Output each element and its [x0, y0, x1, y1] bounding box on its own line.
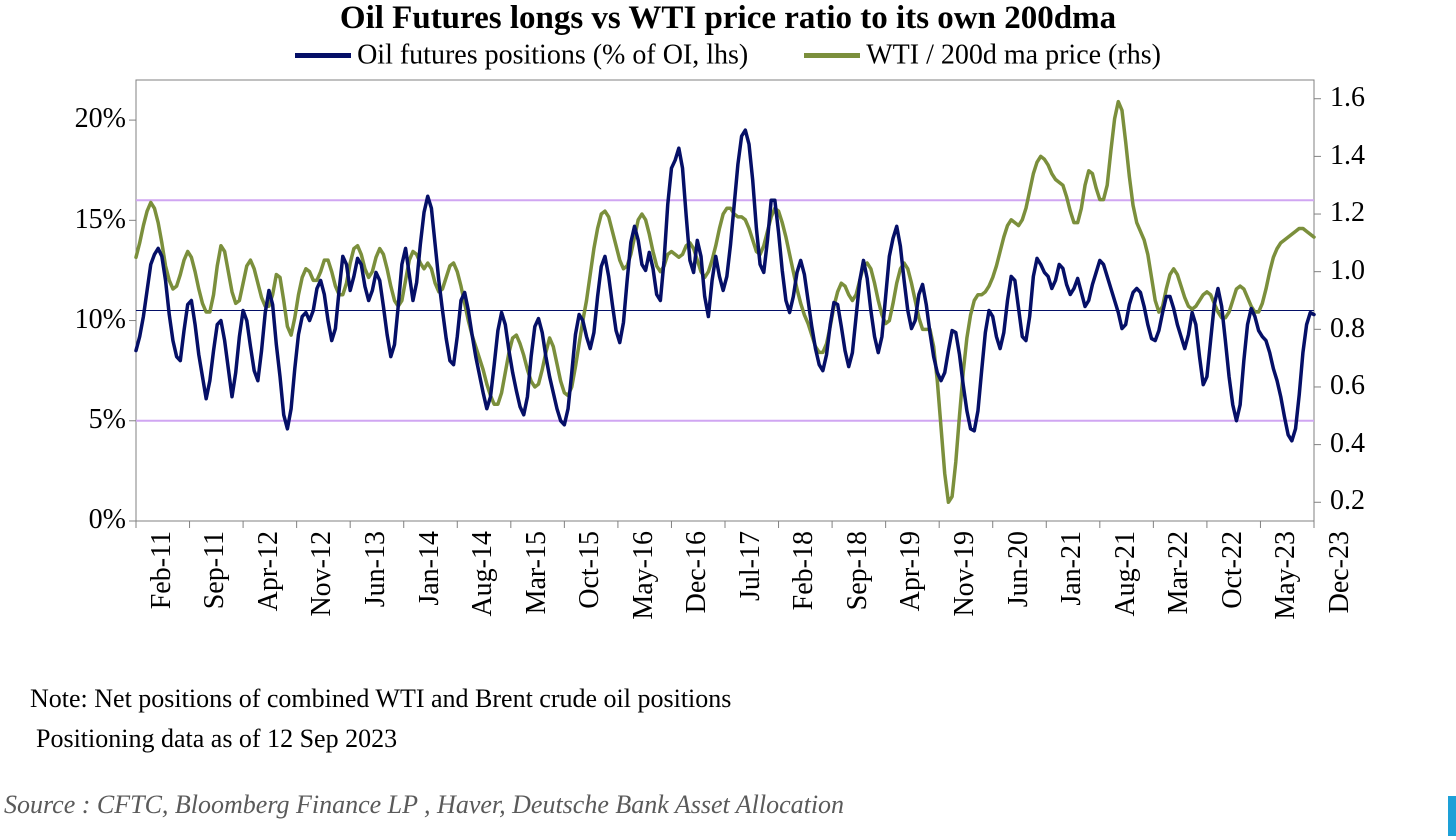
footnote-0: Note: Net positions of combined WTI and …: [30, 684, 731, 714]
x-tick: Jul-17: [735, 531, 767, 671]
x-tick: Apr-12: [253, 531, 285, 671]
x-tick: Aug-14: [467, 531, 499, 671]
y-right-tick: 1.4: [1330, 140, 1365, 172]
chart-title: Oil Futures longs vs WTI price ratio to …: [0, 0, 1456, 37]
y-right-tick: 0.6: [1330, 370, 1365, 402]
x-tick: Jan-21: [1056, 531, 1088, 671]
legend-swatch-0: [295, 53, 351, 58]
y-left-tick: 15%: [46, 204, 126, 236]
x-tick: Apr-19: [895, 531, 927, 671]
x-tick: Jun-20: [1003, 531, 1035, 671]
x-tick: Sep-11: [199, 531, 231, 671]
y-right-tick: 1.6: [1330, 82, 1365, 114]
y-right-tick: 0.4: [1330, 428, 1365, 460]
x-tick: Nov-12: [306, 531, 338, 671]
x-tick: Feb-11: [146, 531, 178, 671]
x-tick: May-16: [628, 531, 660, 671]
y-left-tick: 20%: [46, 103, 126, 135]
x-tick: Jun-13: [360, 531, 392, 671]
x-tick: Dec-23: [1324, 531, 1356, 671]
x-tick: Mar-15: [521, 531, 553, 671]
plot-area: [116, 60, 1334, 541]
corner-marker: [1448, 796, 1456, 836]
x-tick: Sep-18: [842, 531, 874, 671]
x-tick: Mar-22: [1163, 531, 1195, 671]
x-tick: Dec-16: [681, 531, 713, 671]
y-right-tick: 1.0: [1330, 255, 1365, 287]
y-right-tick: 0.8: [1330, 313, 1365, 345]
y-left-tick: 10%: [46, 304, 126, 336]
footnote-1: Positioning data as of 12 Sep 2023: [36, 724, 397, 754]
source-line: Source : CFTC, Bloomberg Finance LP , Ha…: [4, 790, 844, 820]
x-tick: Jan-14: [414, 531, 446, 671]
y-left-tick: 0%: [46, 504, 126, 536]
x-tick: Oct-22: [1217, 531, 1249, 671]
x-tick: May-23: [1270, 531, 1302, 671]
x-tick: Nov-19: [949, 531, 981, 671]
series-wti-200dma: [136, 102, 1314, 503]
legend-swatch-1: [804, 53, 860, 58]
x-tick: Oct-15: [574, 531, 606, 671]
y-right-tick: 1.2: [1330, 197, 1365, 229]
series-oil-futures-positions: [136, 130, 1314, 441]
y-right-tick: 0.2: [1330, 485, 1365, 517]
y-left-tick: 5%: [46, 404, 126, 436]
x-tick: Feb-18: [788, 531, 820, 671]
x-tick: Aug-21: [1110, 531, 1142, 671]
